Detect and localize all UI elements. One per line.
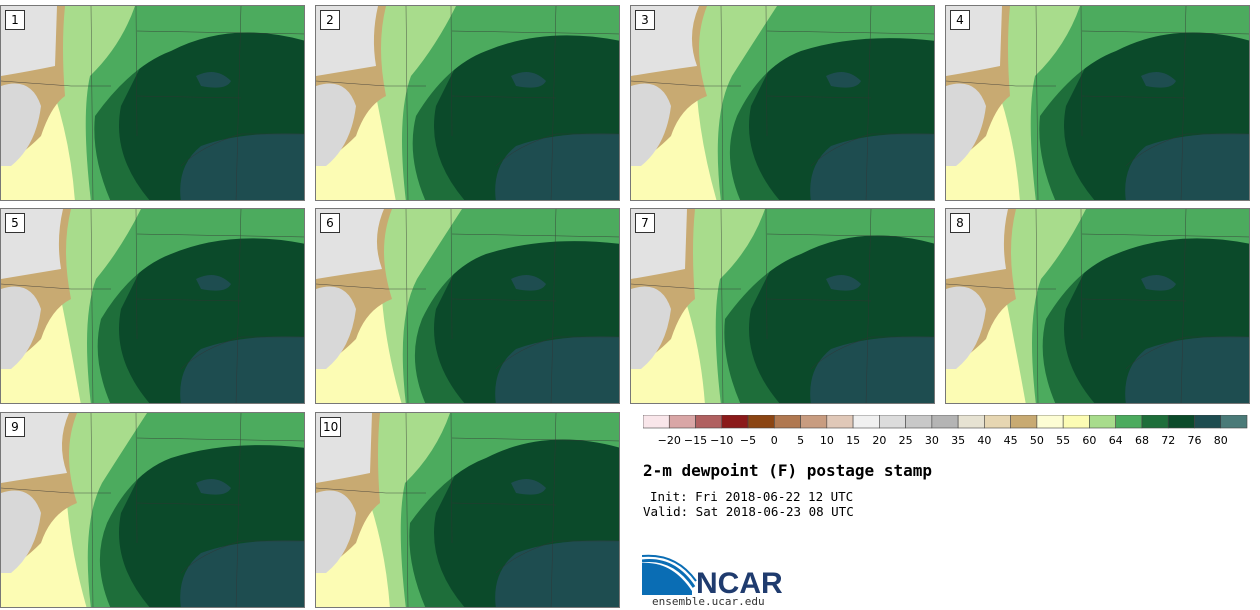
colorbar-tick-label: 76 bbox=[1187, 434, 1201, 447]
chart-title: 2-m dewpoint (F) postage stamp bbox=[643, 461, 932, 480]
member-panel: 9 bbox=[0, 412, 305, 608]
colorbar-segment bbox=[905, 415, 933, 429]
dewpoint-map bbox=[316, 209, 619, 403]
colorbar-tick-label: −15 bbox=[684, 434, 707, 447]
member-number-label: 3 bbox=[635, 10, 655, 30]
colorbar-tick-label: 10 bbox=[820, 434, 834, 447]
colorbar-segment bbox=[879, 415, 906, 429]
colorbar-tick-label: −5 bbox=[740, 434, 756, 447]
member-number-label: 4 bbox=[950, 10, 970, 30]
colorbar-segment bbox=[668, 415, 696, 429]
member-panel: 8 bbox=[945, 208, 1250, 404]
colorbar-tick-label: 30 bbox=[925, 434, 939, 447]
member-panel: 10 bbox=[315, 412, 620, 608]
colorbar-tick-label: 50 bbox=[1030, 434, 1044, 447]
colorbar-tick-label: 55 bbox=[1056, 434, 1070, 447]
colorbar-segment bbox=[1089, 415, 1116, 429]
member-number-label: 9 bbox=[5, 417, 25, 437]
member-number-label: 10 bbox=[320, 417, 342, 437]
colorbar-tick-label: 25 bbox=[899, 434, 913, 447]
colorbar-tick-label: 72 bbox=[1161, 434, 1175, 447]
member-panel: 4 bbox=[945, 5, 1250, 201]
dewpoint-map bbox=[1, 6, 304, 200]
colorbar-tick-label: 64 bbox=[1109, 434, 1123, 447]
ncar-logo-text: NCAR bbox=[696, 567, 783, 595]
colorbar-segment bbox=[774, 415, 801, 429]
colorbar-segment bbox=[721, 415, 749, 429]
colorbar-segment bbox=[1010, 415, 1038, 429]
colorbar-tick-label: 40 bbox=[977, 434, 991, 447]
dewpoint-map bbox=[1, 209, 304, 403]
colorbar-segment bbox=[1036, 415, 1064, 429]
colorbar-tick-label: 20 bbox=[872, 434, 886, 447]
member-panel: 5 bbox=[0, 208, 305, 404]
member-number-label: 5 bbox=[5, 213, 25, 233]
valid-time-label: Valid: Sat 2018-06-23 08 UTC bbox=[643, 504, 854, 519]
dewpoint-map bbox=[316, 6, 619, 200]
colorbar-segment bbox=[1167, 415, 1195, 429]
member-panel: 2 bbox=[315, 5, 620, 201]
colorbar-tick-label: 68 bbox=[1135, 434, 1149, 447]
member-number-label: 2 bbox=[320, 10, 340, 30]
colorbar-segment bbox=[826, 415, 854, 429]
member-number-label: 1 bbox=[5, 10, 25, 30]
colorbar-tick-label: −20 bbox=[658, 434, 681, 447]
ncar-logo-swoosh-icon bbox=[642, 562, 692, 595]
member-panel: 6 bbox=[315, 208, 620, 404]
colorbar-segment bbox=[1194, 415, 1222, 429]
dewpoint-map bbox=[631, 6, 934, 200]
dewpoint-map bbox=[1, 413, 304, 607]
colorbar-tick-label: 35 bbox=[951, 434, 965, 447]
dewpoint-map bbox=[946, 6, 1249, 200]
colorbar-segment bbox=[1220, 415, 1248, 429]
ncar-logo: NCAR bbox=[642, 554, 783, 595]
colorbar-segment bbox=[695, 415, 723, 429]
member-panel: 1 bbox=[0, 5, 305, 201]
member-panel: 3 bbox=[630, 5, 935, 201]
dewpoint-map bbox=[631, 209, 934, 403]
colorbar-segment bbox=[852, 415, 880, 429]
colorbar-segment bbox=[747, 415, 775, 429]
colorbar-segment bbox=[1062, 415, 1090, 429]
colorbar-segment bbox=[957, 415, 985, 429]
member-number-label: 8 bbox=[950, 213, 970, 233]
colorbar-tick-label: 15 bbox=[846, 434, 860, 447]
member-panel: 7 bbox=[630, 208, 935, 404]
colorbar-segment bbox=[931, 415, 959, 429]
colorbar-tick-label: −10 bbox=[710, 434, 733, 447]
colorbar-segment bbox=[984, 415, 1011, 429]
colorbar-tick-label: 0 bbox=[771, 434, 778, 447]
colorbar-segment bbox=[800, 415, 828, 429]
colorbar-segment bbox=[643, 415, 670, 429]
colorbar-tick-label: 45 bbox=[1004, 434, 1018, 447]
colorbar-tick-label: 80 bbox=[1214, 434, 1228, 447]
dewpoint-map bbox=[946, 209, 1249, 403]
website-url: ensemble.ucar.edu bbox=[652, 595, 765, 608]
dewpoint-colorbar: −20 −15 −10 −5 0 5 10 15 20 25 30 35 40 45 50 55 60 64 68 7… bbox=[643, 415, 1248, 447]
colorbar-segment bbox=[1115, 415, 1143, 429]
member-number-label: 6 bbox=[320, 213, 340, 233]
member-number-label: 7 bbox=[635, 213, 655, 233]
init-time-label: Init: Fri 2018-06-22 12 UTC bbox=[650, 489, 854, 504]
colorbar-tick-label: 60 bbox=[1082, 434, 1096, 447]
dewpoint-map bbox=[316, 413, 619, 607]
colorbar-tick-label: 5 bbox=[797, 434, 804, 447]
colorbar-segment bbox=[1141, 415, 1169, 429]
